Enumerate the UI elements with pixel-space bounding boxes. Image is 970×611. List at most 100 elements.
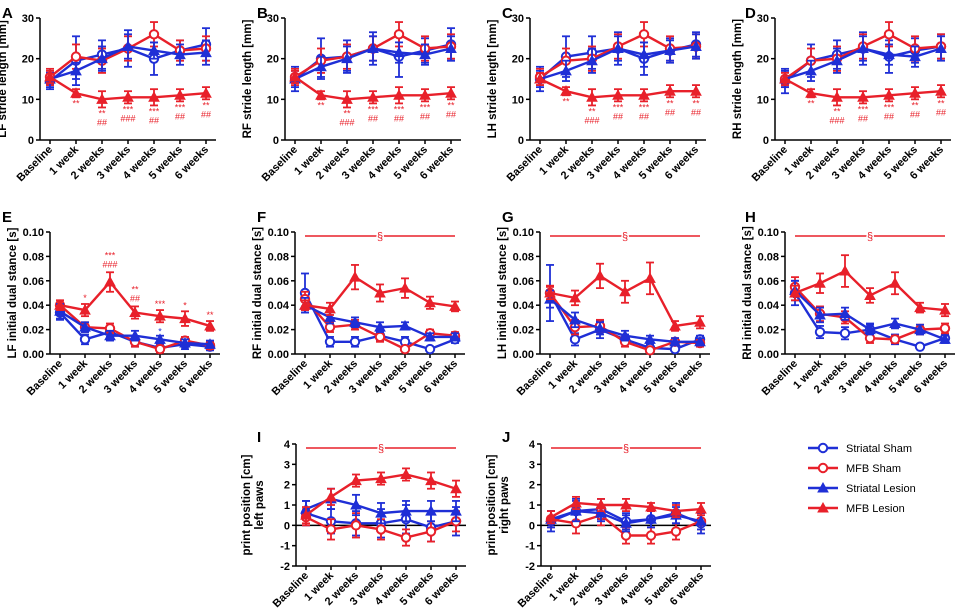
data-point <box>349 336 361 347</box>
data-point <box>864 323 876 335</box>
data-point <box>586 91 598 102</box>
data-point <box>400 532 412 543</box>
data-point <box>400 468 412 479</box>
data-point <box>424 296 436 308</box>
significance-marker: *** <box>105 250 116 260</box>
data-point <box>425 474 437 486</box>
data-point <box>909 50 921 62</box>
y-tick-label: 0.00 <box>268 349 289 361</box>
y-tick-label: 0.00 <box>23 349 44 361</box>
data-point <box>695 503 707 514</box>
significance-marker: *** <box>884 102 895 112</box>
panel-label: G <box>502 209 514 226</box>
significance-marker: ## <box>446 109 456 119</box>
data-point <box>595 498 607 510</box>
x-tick-label: Baseline <box>750 144 790 184</box>
data-point <box>664 85 676 96</box>
significance-marker: * <box>183 300 187 310</box>
data-point <box>690 85 702 96</box>
data-point <box>857 42 869 53</box>
series-mfb-lesion <box>289 69 457 109</box>
y-axis-label: RH initial dual stance [s] <box>742 226 754 360</box>
data-point <box>638 48 650 60</box>
data-point <box>645 530 657 541</box>
data-point <box>148 44 160 56</box>
significance-marker: *** <box>639 102 650 112</box>
series-striatal-lesion <box>299 296 461 342</box>
data-point <box>544 286 556 298</box>
significance-marker: ### <box>102 259 117 269</box>
data-point <box>839 265 851 276</box>
data-point <box>204 338 216 349</box>
y-tick-label: 10 <box>757 94 769 106</box>
data-point <box>324 302 336 314</box>
data-point <box>424 343 436 355</box>
y-tick-label: 3 <box>284 459 290 471</box>
significance-marker: ** <box>937 98 945 108</box>
legend-label: Striatal Lesion <box>846 483 916 495</box>
panel-label: E <box>2 209 12 226</box>
data-point <box>839 328 851 339</box>
legend-marker <box>817 462 829 474</box>
y-tick-label: 0.08 <box>513 251 534 263</box>
data-point <box>325 490 337 502</box>
data-point <box>70 64 82 76</box>
y-tick-label: 0.06 <box>513 276 534 288</box>
data-point <box>374 286 386 298</box>
y-tick-label: 0.10 <box>268 227 289 239</box>
legend-item-striatal-lesion: Striatal Lesion <box>808 481 916 495</box>
series-striatal-lesion <box>534 33 702 89</box>
y-tick-label: 4 <box>284 439 291 451</box>
data-point <box>645 501 657 512</box>
data-point <box>122 91 134 102</box>
series-striatal-lesion <box>544 289 706 347</box>
y-tick-label: 0.02 <box>268 325 289 337</box>
data-point <box>104 275 116 287</box>
significance-marker: ## <box>394 113 404 123</box>
data-point <box>315 60 327 72</box>
significance-marker: ** <box>666 98 674 108</box>
significance-marker: ** <box>562 96 570 106</box>
data-point <box>595 507 607 518</box>
y-tick-label: 20 <box>512 54 524 66</box>
y-tick-label: 0.04 <box>758 300 780 312</box>
data-point <box>174 89 186 100</box>
series-mfb-lesion <box>534 72 702 107</box>
y-tick-label: 1 <box>284 500 290 512</box>
significance-marker: ** <box>588 106 596 116</box>
y-axis-label: LF stride length [mm] <box>0 20 9 138</box>
legend-label: MFB Lesion <box>846 503 905 515</box>
significance-symbol: § <box>377 231 383 243</box>
data-point <box>325 524 337 535</box>
y-tick-label: 10 <box>267 94 279 106</box>
data-point <box>300 509 312 520</box>
data-point <box>883 89 895 100</box>
legend-marker <box>817 501 829 513</box>
data-point <box>96 93 108 104</box>
panel-label: H <box>745 209 756 226</box>
panel-label: D <box>745 5 756 22</box>
data-point <box>586 54 598 66</box>
data-point <box>179 312 191 324</box>
y-tick-label: 0.04 <box>513 300 535 312</box>
significance-marker: ** <box>343 108 351 118</box>
data-point <box>445 42 457 53</box>
data-point <box>148 29 160 40</box>
y-tick-label: 0.10 <box>758 227 779 239</box>
data-point <box>889 317 901 328</box>
y-tick-label: 30 <box>22 13 34 25</box>
significance-marker: *** <box>368 104 379 114</box>
significance-marker: ## <box>368 113 378 123</box>
x-tick-label: Baseline <box>270 358 310 398</box>
data-point <box>393 29 405 40</box>
y-tick-label: 30 <box>757 13 769 25</box>
y-tick-label: 20 <box>22 54 34 66</box>
significance-marker: ** <box>692 98 700 108</box>
significance-marker: *** <box>149 106 160 116</box>
panel-label: C <box>502 5 513 22</box>
significance-marker: ## <box>130 293 140 303</box>
series-mfb-lesion <box>44 69 212 109</box>
